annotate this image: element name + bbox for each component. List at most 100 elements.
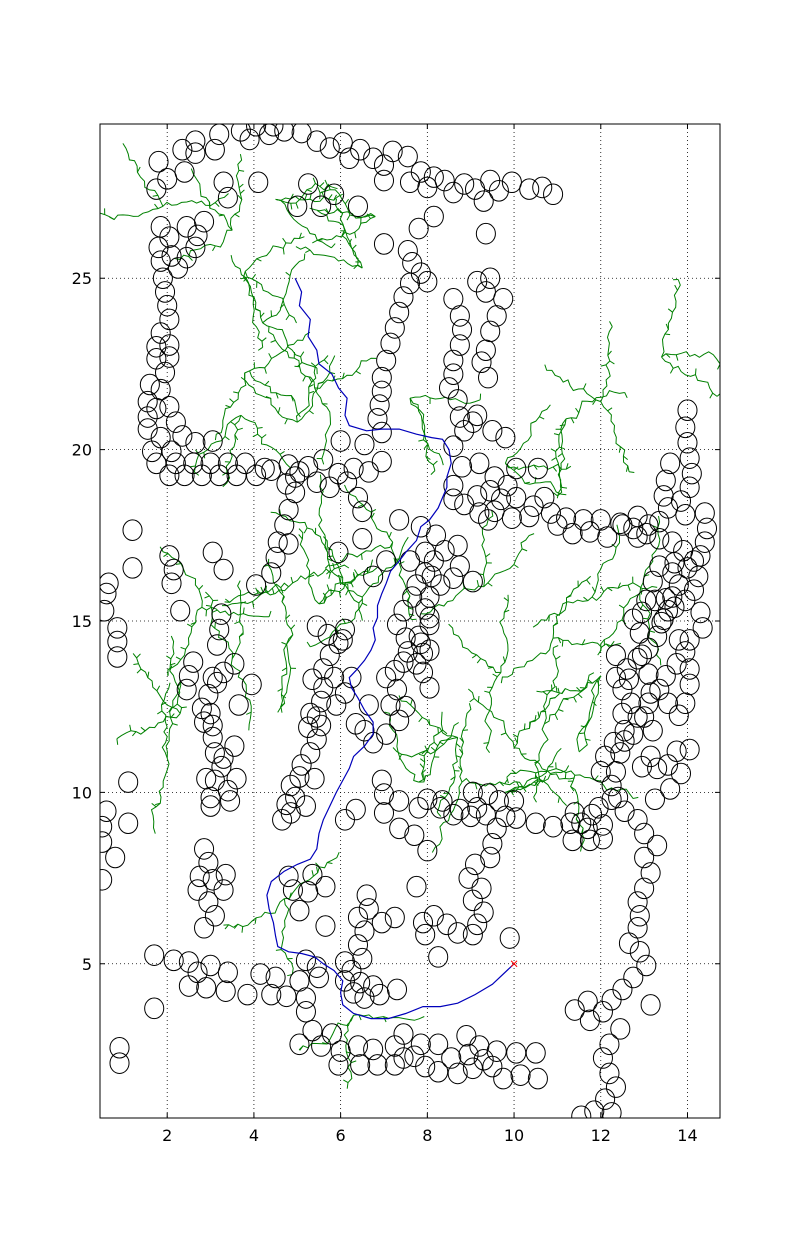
obstacle-marker [100, 800, 117, 823]
tree-branch [298, 528, 320, 605]
obstacle-marker [213, 747, 234, 769]
y-tick-label: 15 [72, 612, 92, 631]
obstacle-marker [601, 988, 622, 1011]
obstacle-marker [202, 430, 223, 452]
obstacle-marker [139, 373, 160, 396]
obstacle-marker [276, 985, 297, 1008]
tree-branch [392, 737, 458, 758]
tree-branch [607, 587, 613, 592]
obstacle-marker [170, 599, 191, 622]
tree-branch [271, 588, 275, 595]
tree-branch [279, 450, 285, 455]
tree-branch [544, 672, 595, 725]
tree-branch [354, 232, 357, 239]
obstacle-marker [371, 380, 392, 403]
obstacle-marker [449, 406, 470, 428]
obstacle-marker [623, 608, 644, 631]
tree-branch [298, 534, 303, 540]
tree-branch [484, 690, 490, 693]
tree-branch [592, 399, 597, 405]
obstacle-marker [159, 346, 180, 368]
tree-branch [544, 364, 601, 403]
obstacle-marker [449, 334, 470, 356]
obstacle-marker [506, 457, 527, 480]
tree-branch [402, 590, 408, 596]
obstacle-marker [443, 349, 464, 372]
tree-branch [419, 758, 426, 763]
obstacle-marker [295, 1000, 316, 1023]
obstacle-marker [150, 378, 171, 401]
tree-branch [579, 732, 585, 735]
tree-branch [308, 376, 313, 383]
tree-branch [566, 389, 625, 420]
obstacle-marker [163, 949, 184, 972]
obstacle-marker [627, 891, 648, 913]
tree-branch [552, 466, 557, 472]
tree-branch [241, 926, 244, 933]
obstacle-marker [289, 766, 310, 788]
tree-branch [420, 585, 484, 615]
tree-branch [591, 586, 596, 593]
x-tick-label: 2 [162, 1126, 172, 1145]
obstacle-marker [664, 596, 685, 619]
tree-branch [483, 533, 535, 588]
obstacle-marker [137, 418, 158, 440]
tree-branch [230, 421, 235, 426]
obstacle-marker [347, 195, 369, 218]
tree-branch [212, 609, 218, 613]
obstacle-marker [601, 1102, 622, 1118]
obstacle-marker [462, 570, 483, 593]
obstacle-marker [165, 411, 186, 433]
tree-branch [505, 778, 567, 806]
tree-branch [163, 553, 169, 558]
obstacle-marker [417, 839, 438, 862]
tree-branch [181, 706, 187, 709]
obstacle-marker [376, 666, 397, 689]
obstacle-marker [462, 411, 483, 433]
obstacle-marker [651, 611, 672, 634]
obstacle-marker [343, 982, 364, 1004]
obstacle-marker [254, 457, 275, 480]
obstacle-marker [172, 138, 193, 161]
tree-branch [270, 511, 329, 553]
tree-branch [521, 548, 528, 552]
obstacle-marker [595, 745, 616, 768]
tree-branch [252, 601, 255, 608]
obstacle-marker [493, 1067, 514, 1090]
tree-branch [418, 711, 444, 783]
obstacle-marker [532, 176, 553, 199]
tree-branch [255, 587, 259, 594]
tree-branch [198, 585, 204, 590]
tree-branch [314, 357, 377, 389]
tree-branch [303, 253, 306, 260]
tree-branch [533, 781, 539, 786]
obstacle-marker [419, 677, 440, 699]
obstacle-marker [363, 147, 384, 170]
obstacle-marker [417, 788, 438, 811]
obstacle-marker [679, 447, 700, 469]
tree-branch [136, 653, 141, 659]
obstacle-marker [662, 562, 683, 584]
obstacle-marker [354, 920, 375, 942]
obstacle-marker [454, 419, 475, 442]
obstacle-marker [363, 1038, 384, 1061]
tree-branch [554, 714, 559, 721]
tree-branch [353, 569, 358, 575]
obstacle-marker [670, 762, 692, 785]
obstacle-marker [519, 178, 540, 200]
obstacle-marker [313, 449, 334, 471]
obstacle-marker [428, 946, 449, 968]
obstacle-marker [486, 1040, 507, 1062]
obstacle-marker [690, 545, 711, 567]
tree-branch [222, 471, 228, 476]
obstacle-marker [623, 966, 644, 989]
obstacle-marker [154, 361, 176, 384]
tree-branch [312, 177, 316, 184]
obstacle-marker [499, 927, 520, 949]
obstacle-marker [185, 431, 206, 454]
tree-branch [251, 274, 257, 280]
obstacle-marker [614, 719, 635, 742]
tree-branch [500, 732, 506, 736]
tree-branch [504, 609, 510, 613]
